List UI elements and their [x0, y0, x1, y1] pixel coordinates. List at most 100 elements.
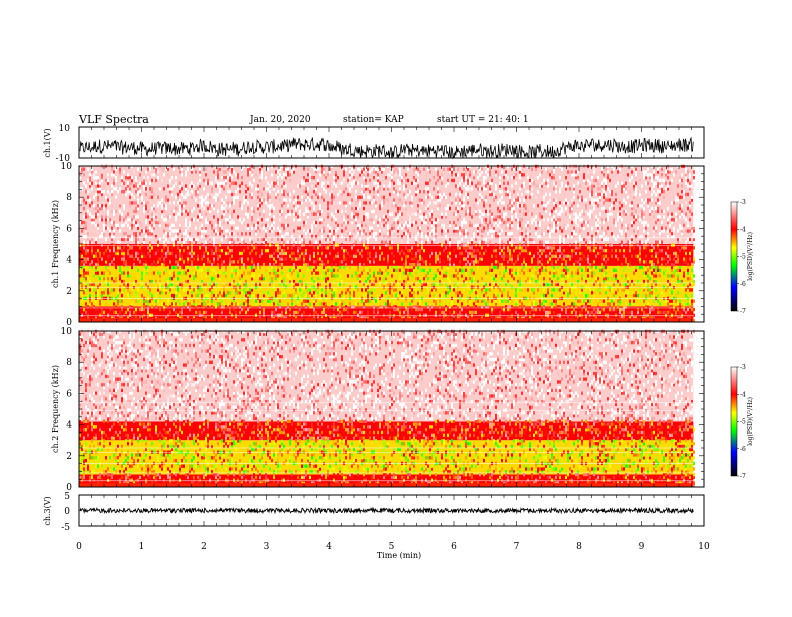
spectrogram-cell — [185, 288, 187, 291]
spectrogram-cell — [369, 252, 371, 255]
spectrogram-cell — [235, 285, 237, 288]
spectrogram-cell — [355, 182, 357, 185]
spectrogram-cell — [193, 257, 195, 260]
spectrogram-cell — [173, 201, 175, 204]
spectrogram-cell — [545, 294, 547, 297]
spectrogram-cell — [403, 224, 405, 227]
spectrogram-cell — [223, 207, 225, 210]
spectrogram-cell — [183, 201, 185, 204]
spectrogram-cell — [271, 255, 273, 258]
spectrogram-cell — [303, 252, 305, 255]
spectrogram-cell — [263, 263, 265, 266]
spectrogram-cell — [229, 221, 231, 224]
spectrogram-cell — [213, 288, 215, 291]
spectrogram-cell — [135, 308, 137, 311]
spectrogram-cell — [323, 218, 325, 221]
spectrogram-cell — [521, 204, 523, 207]
spectrogram-cell — [111, 243, 113, 246]
spectrogram-cell — [513, 263, 515, 266]
spectrogram-cell — [185, 218, 187, 221]
spectrogram-cell — [83, 308, 85, 311]
spectrogram-cell — [191, 210, 193, 213]
spectrogram-cell — [375, 215, 377, 218]
spectrogram-cell — [331, 190, 333, 193]
spectrogram-cell — [491, 255, 493, 258]
spectrogram-cell — [181, 198, 183, 201]
spectrogram-cell — [333, 182, 335, 185]
spectrogram-cell — [421, 308, 423, 311]
spectrogram-cell — [511, 215, 513, 218]
spectrogram-cell — [245, 207, 247, 210]
spectrogram-cell — [177, 229, 179, 232]
spectrogram-cell — [507, 204, 509, 207]
spectrogram-cell — [363, 263, 365, 266]
spectrogram-cell — [117, 291, 119, 294]
spectrogram-cell — [467, 210, 469, 213]
spectrogram-cell — [289, 198, 291, 201]
spectrogram-cell — [489, 210, 491, 213]
spectrogram-cell — [83, 241, 85, 244]
spectrogram-cell — [475, 255, 477, 258]
spectrogram-cell — [307, 204, 309, 207]
spectrogram-cell — [379, 255, 381, 258]
spectrogram-cell — [159, 291, 161, 294]
spectrogram-cell — [155, 221, 157, 224]
spectrogram-cell — [417, 291, 419, 294]
spectrogram-cell — [335, 302, 337, 305]
spectrogram-cell — [209, 260, 211, 263]
spectrogram-cell — [365, 241, 367, 244]
spectrogram-cell — [355, 271, 357, 274]
spectrogram-cell — [341, 210, 343, 213]
spectrogram-cell — [361, 288, 363, 291]
spectrogram-cell — [85, 212, 87, 215]
spectrogram-cell — [127, 294, 129, 297]
spectrogram-cell — [515, 198, 517, 201]
spectrogram-cell — [523, 266, 525, 269]
start-ut-label: start UT = 21: 40: 1 — [437, 115, 529, 125]
spectrogram-cell — [107, 241, 109, 244]
spectrogram-cell — [143, 176, 145, 179]
spectrogram-cell — [509, 232, 511, 235]
spectrogram-cell — [491, 308, 493, 311]
spectrogram-cell — [279, 218, 281, 221]
spectrogram-cell — [495, 196, 497, 199]
spectrogram-cell — [247, 246, 249, 249]
spectrogram-cell — [391, 266, 393, 269]
spectrogram-cell — [529, 269, 531, 272]
spectrogram-cell — [525, 224, 527, 227]
spectrogram-cell — [391, 241, 393, 244]
spectrogram-cell — [345, 263, 347, 266]
spectrogram-cell — [247, 224, 249, 227]
spectrogram-cell — [477, 266, 479, 269]
spectrogram-cell — [119, 210, 121, 213]
spectrogram-cell — [547, 246, 549, 249]
spectrogram-cell — [465, 221, 467, 224]
spectrogram-cell — [181, 255, 183, 258]
spectrogram-cell — [303, 190, 305, 193]
spectrogram-cell — [523, 249, 525, 252]
spectrogram-cell — [527, 269, 529, 272]
spectrogram-cell — [263, 308, 265, 311]
spectrogram-cell — [271, 243, 273, 246]
spectrogram-cell — [101, 204, 103, 207]
spectrogram-cell — [305, 207, 307, 210]
spectrogram-cell — [119, 311, 121, 314]
spectrogram-cell — [281, 210, 283, 213]
spectrogram-cell — [307, 229, 309, 232]
spectrogram-cell — [145, 182, 147, 185]
spectrogram-cell — [445, 241, 447, 244]
spectrogram-cell — [365, 201, 367, 204]
spectrogram-cell — [343, 187, 345, 190]
spectrogram-cell — [185, 170, 187, 173]
spectrogram-cell — [509, 193, 511, 196]
spectrogram-cell — [385, 198, 387, 201]
spectrogram-cell — [471, 269, 473, 272]
spectrogram-cell — [121, 176, 123, 179]
spectrogram-cell — [513, 207, 515, 210]
spectrogram-cell — [241, 176, 243, 179]
spectrogram-cell — [163, 252, 165, 255]
spectrogram-cell — [387, 204, 389, 207]
spectrogram-cell — [505, 221, 507, 224]
spectrogram-cell — [363, 190, 365, 193]
spectrogram-cell — [255, 212, 257, 215]
